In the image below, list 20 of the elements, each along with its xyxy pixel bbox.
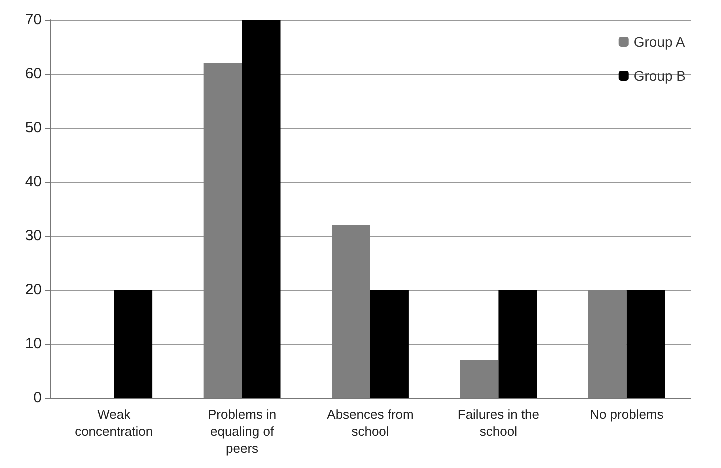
legend-label: Group B	[634, 68, 686, 84]
y-tick-label: 20	[25, 282, 42, 298]
y-tick-label: 30	[25, 228, 42, 244]
y-tick-label: 50	[25, 120, 42, 136]
y-tick-label: 10	[25, 336, 42, 352]
x-tick-label: Failures in the school	[458, 407, 540, 439]
x-tick-label: Problems in equaling of peers	[208, 407, 277, 456]
y-tick-label: 40	[25, 174, 42, 190]
bar	[626, 290, 666, 398]
x-tick-label: Weak concentration	[75, 407, 154, 439]
bar	[242, 20, 281, 398]
bar	[498, 290, 538, 398]
y-tick-label: 70	[25, 12, 42, 28]
bar	[114, 290, 153, 398]
bar	[370, 290, 409, 398]
y-tick-label: 0	[34, 390, 42, 406]
x-tick-label: Absences from school	[327, 407, 414, 439]
legend-label: Group A	[634, 34, 686, 50]
y-tick-label: 60	[25, 66, 42, 82]
x-tick-label: No problems	[590, 407, 664, 422]
